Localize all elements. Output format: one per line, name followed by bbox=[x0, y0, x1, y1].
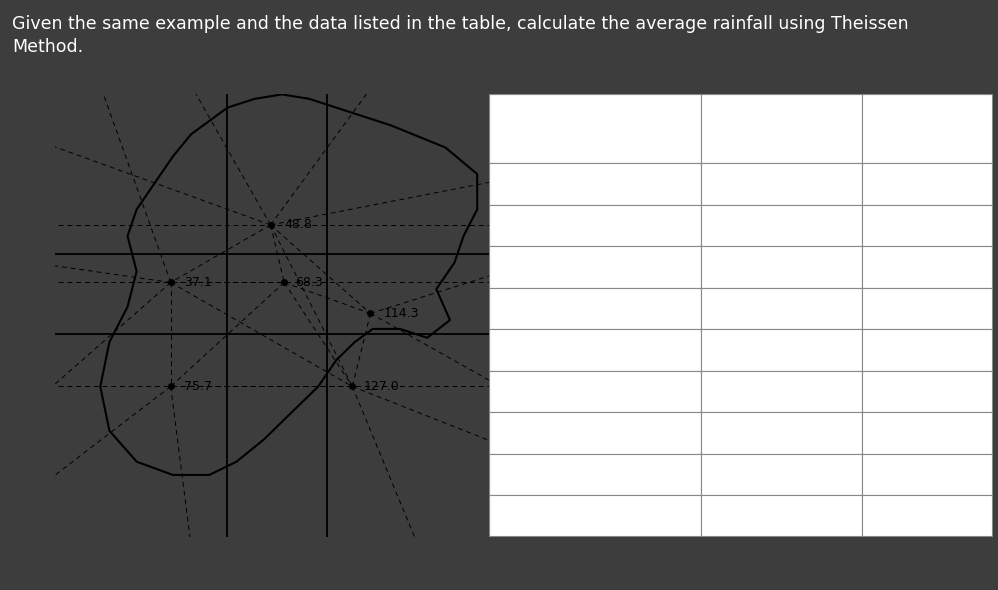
Text: 114.3: 114.3 bbox=[384, 307, 419, 320]
Text: 311: 311 bbox=[714, 218, 741, 233]
Text: 18: 18 bbox=[874, 260, 893, 274]
Text: station (sq.km): station (sq.km) bbox=[732, 142, 831, 155]
Bar bbox=[862, 496, 993, 537]
Bar bbox=[701, 412, 862, 454]
Bar bbox=[701, 329, 862, 371]
Text: 19: 19 bbox=[874, 218, 893, 233]
Bar bbox=[701, 163, 862, 205]
Text: precipitation (mm): precipitation (mm) bbox=[533, 142, 657, 155]
Text: 114.3: 114.3 bbox=[502, 467, 543, 482]
Bar bbox=[862, 246, 993, 288]
Bar bbox=[489, 496, 701, 537]
Text: 75.7: 75.7 bbox=[185, 380, 213, 393]
Text: 100: 100 bbox=[874, 509, 902, 524]
Bar bbox=[701, 205, 862, 246]
Text: (1): (1) bbox=[586, 101, 604, 114]
Bar bbox=[489, 412, 701, 454]
Text: 127.0: 127.0 bbox=[502, 425, 544, 441]
Bar bbox=[862, 329, 993, 371]
Text: (3): (3) bbox=[918, 101, 937, 114]
Bar bbox=[701, 94, 862, 163]
Text: 75.7: 75.7 bbox=[502, 384, 534, 399]
Text: Given the same example and the data listed in the table, calculate the average r: Given the same example and the data list… bbox=[12, 15, 908, 57]
Bar bbox=[701, 371, 862, 412]
Bar bbox=[489, 94, 701, 163]
Text: 37.1: 37.1 bbox=[502, 218, 534, 233]
Bar bbox=[701, 454, 862, 496]
Text: Area enclosing: Area enclosing bbox=[732, 121, 830, 134]
Text: 52: 52 bbox=[714, 342, 732, 358]
Bar bbox=[489, 329, 701, 371]
Bar bbox=[701, 288, 862, 329]
Text: 15: 15 bbox=[874, 384, 893, 399]
Bar bbox=[862, 163, 993, 205]
Text: 197: 197 bbox=[714, 467, 742, 482]
Text: Total basin area: Total basin area bbox=[502, 509, 618, 524]
Bar bbox=[862, 94, 993, 163]
Text: 48.8: 48.8 bbox=[502, 260, 534, 274]
Text: 19: 19 bbox=[874, 301, 893, 316]
Bar bbox=[489, 163, 701, 205]
Text: (2): (2) bbox=[772, 101, 790, 114]
Text: 238: 238 bbox=[714, 384, 742, 399]
Text: 18: 18 bbox=[714, 176, 732, 191]
Text: Station observed: Station observed bbox=[538, 121, 652, 134]
Text: 3: 3 bbox=[874, 342, 883, 358]
Text: 212: 212 bbox=[714, 425, 742, 441]
Text: 12: 12 bbox=[874, 467, 893, 482]
Bar bbox=[701, 496, 862, 537]
Text: 68.3: 68.3 bbox=[502, 301, 534, 316]
Bar bbox=[489, 288, 701, 329]
Text: 282: 282 bbox=[714, 260, 742, 274]
Bar bbox=[862, 454, 993, 496]
Text: 1: 1 bbox=[874, 176, 884, 191]
Bar bbox=[862, 205, 993, 246]
Text: 311: 311 bbox=[714, 301, 741, 316]
Bar bbox=[489, 371, 701, 412]
Text: 48.8: 48.8 bbox=[284, 218, 312, 231]
Bar bbox=[862, 288, 993, 329]
Bar bbox=[489, 205, 701, 246]
Bar bbox=[862, 371, 993, 412]
Text: 37.1: 37.1 bbox=[185, 276, 212, 289]
Bar bbox=[489, 246, 701, 288]
Text: 1621: 1621 bbox=[714, 509, 750, 524]
Text: 13: 13 bbox=[874, 425, 893, 441]
Text: 68.3: 68.3 bbox=[295, 276, 323, 289]
Bar bbox=[701, 246, 862, 288]
Text: 127.0: 127.0 bbox=[363, 380, 399, 393]
Text: % Total area: % Total area bbox=[886, 121, 968, 134]
Text: 39.1: 39.1 bbox=[502, 342, 534, 358]
Bar bbox=[862, 412, 993, 454]
Text: 16.5: 16.5 bbox=[502, 176, 534, 191]
Bar bbox=[489, 454, 701, 496]
